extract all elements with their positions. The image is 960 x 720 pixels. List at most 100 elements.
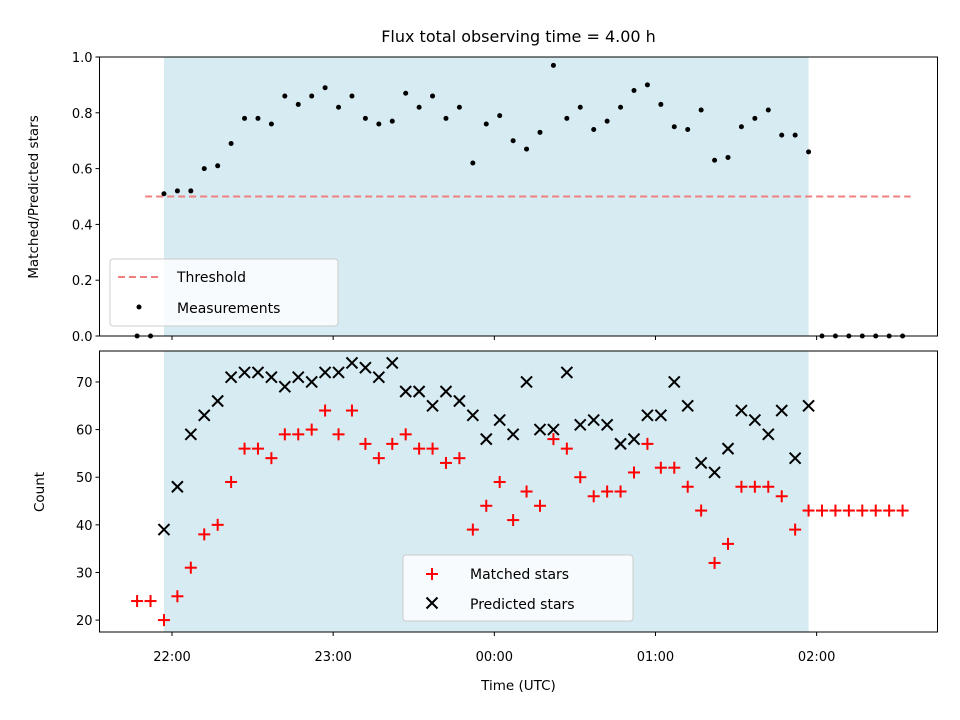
predicted-star-point bbox=[198, 409, 211, 422]
bottom-legend: Matched stars Predicted stars bbox=[402, 554, 634, 622]
predicted-star-point bbox=[788, 451, 802, 465]
measurement-point bbox=[779, 132, 785, 138]
matched-star-point bbox=[735, 480, 748, 493]
measurement-point bbox=[215, 163, 221, 169]
measurement-point bbox=[443, 115, 449, 121]
predicted-star-point bbox=[292, 370, 305, 384]
legend-matched-label: Matched stars bbox=[470, 567, 569, 583]
measurement-point bbox=[161, 191, 167, 197]
measurement-point bbox=[631, 87, 637, 93]
measurement-point bbox=[698, 107, 704, 113]
predicted-star-point bbox=[157, 523, 171, 536]
predicted-star-point bbox=[600, 418, 614, 432]
top-panel: 0.0 0.2 0.4 0.6 0.8 1.0 Flux total observing … bbox=[26, 27, 938, 345]
matched-star-point bbox=[627, 466, 640, 479]
predicted-star-point bbox=[426, 399, 439, 412]
matched-star-point bbox=[842, 504, 855, 517]
measurement-point bbox=[174, 188, 180, 194]
measurement-point bbox=[524, 146, 530, 152]
measurement-point bbox=[685, 127, 691, 133]
bottom-x-axis: 22:00 23:00 00:00 01:00 02:00 bbox=[153, 632, 835, 665]
matched-star-point bbox=[641, 437, 654, 450]
top-x-ticks bbox=[171, 336, 818, 340]
measurement-point bbox=[430, 93, 436, 99]
predicted-star-point bbox=[533, 423, 547, 436]
predicted-star-point bbox=[547, 423, 560, 436]
measurement-point bbox=[752, 115, 758, 121]
bottom-y-tick-label: 20 bbox=[76, 614, 93, 629]
matched-star-point bbox=[184, 561, 197, 574]
predicted-star-point bbox=[654, 409, 668, 422]
bottom-y-tick-label: 70 bbox=[76, 376, 93, 391]
matched-star-point bbox=[332, 428, 345, 441]
predicted-star-point bbox=[493, 413, 506, 427]
predicted-star-point bbox=[305, 375, 318, 389]
top-y-tick-label: 0.0 bbox=[72, 330, 93, 345]
bottom-y-tick-label: 60 bbox=[76, 424, 93, 439]
matched-star-point bbox=[426, 442, 439, 455]
predicted-star-point bbox=[627, 432, 641, 446]
measurement-point bbox=[470, 160, 476, 166]
measurement-point bbox=[242, 115, 248, 121]
matched-star-point bbox=[157, 614, 170, 627]
top-y-tick-label: 0.4 bbox=[72, 218, 93, 233]
predicted-star-point bbox=[668, 375, 681, 389]
matched-star-point bbox=[386, 437, 399, 450]
measurement-point bbox=[765, 107, 771, 113]
matched-star-point bbox=[292, 428, 305, 441]
measurement-point bbox=[644, 82, 650, 88]
predicted-star-point bbox=[735, 404, 748, 417]
matched-star-point bbox=[856, 504, 869, 517]
measurement-point bbox=[322, 85, 328, 91]
matched-star-point bbox=[493, 475, 506, 488]
legend-matched-swatch bbox=[426, 568, 438, 580]
bottom-y-axis-label: Count bbox=[32, 472, 48, 512]
matched-star-point bbox=[251, 442, 264, 455]
measurement-point bbox=[738, 124, 744, 130]
measurement-point bbox=[712, 157, 718, 163]
predicted-star-point bbox=[439, 385, 453, 398]
measurement-point bbox=[349, 93, 355, 99]
predicted-star-point bbox=[694, 456, 708, 470]
bottom-legend-box bbox=[402, 554, 634, 622]
legend-threshold-label: Threshold bbox=[176, 270, 246, 286]
measurement-point bbox=[725, 154, 731, 160]
matched-star-point bbox=[722, 537, 734, 550]
legend-predicted-label: Predicted stars bbox=[470, 597, 575, 613]
matched-star-point bbox=[278, 428, 291, 441]
matched-star-point bbox=[372, 452, 385, 465]
matched-star-point bbox=[668, 461, 681, 474]
matched-star-point bbox=[802, 504, 815, 517]
matched-star-point bbox=[520, 485, 533, 498]
matched-star-point bbox=[896, 504, 909, 517]
measurement-point bbox=[550, 62, 556, 68]
predicted-star-point bbox=[211, 394, 224, 408]
matched-star-point bbox=[439, 456, 452, 469]
measurement-point bbox=[497, 113, 503, 119]
predicted-star-point bbox=[641, 409, 654, 422]
matched-star-point bbox=[305, 423, 318, 436]
predicted-star-point bbox=[359, 361, 372, 374]
matched-star-point bbox=[708, 556, 721, 569]
matched-star-point bbox=[775, 490, 788, 503]
matched-star-point bbox=[533, 499, 546, 512]
matched-star-point bbox=[238, 442, 251, 455]
measurement-point bbox=[255, 115, 261, 121]
matched-star-point bbox=[480, 499, 493, 512]
bottom-y-tick-label: 30 bbox=[76, 566, 93, 581]
matched-star-point bbox=[654, 461, 667, 474]
top-y-tick-label: 0.2 bbox=[72, 274, 93, 289]
predicted-star-point bbox=[614, 437, 627, 451]
measurement-point bbox=[537, 129, 543, 135]
predicted-star-point bbox=[453, 394, 466, 408]
predicted-star-point bbox=[238, 366, 251, 379]
measurement-point bbox=[282, 93, 288, 99]
measurement-point bbox=[389, 118, 395, 124]
predicted-star-point bbox=[386, 356, 399, 370]
measurement-point bbox=[403, 90, 409, 96]
matched-star-point bbox=[762, 480, 775, 493]
matched-star-point bbox=[171, 590, 184, 603]
legend-measurements-swatch bbox=[136, 304, 142, 310]
top-data-marks bbox=[134, 62, 911, 339]
